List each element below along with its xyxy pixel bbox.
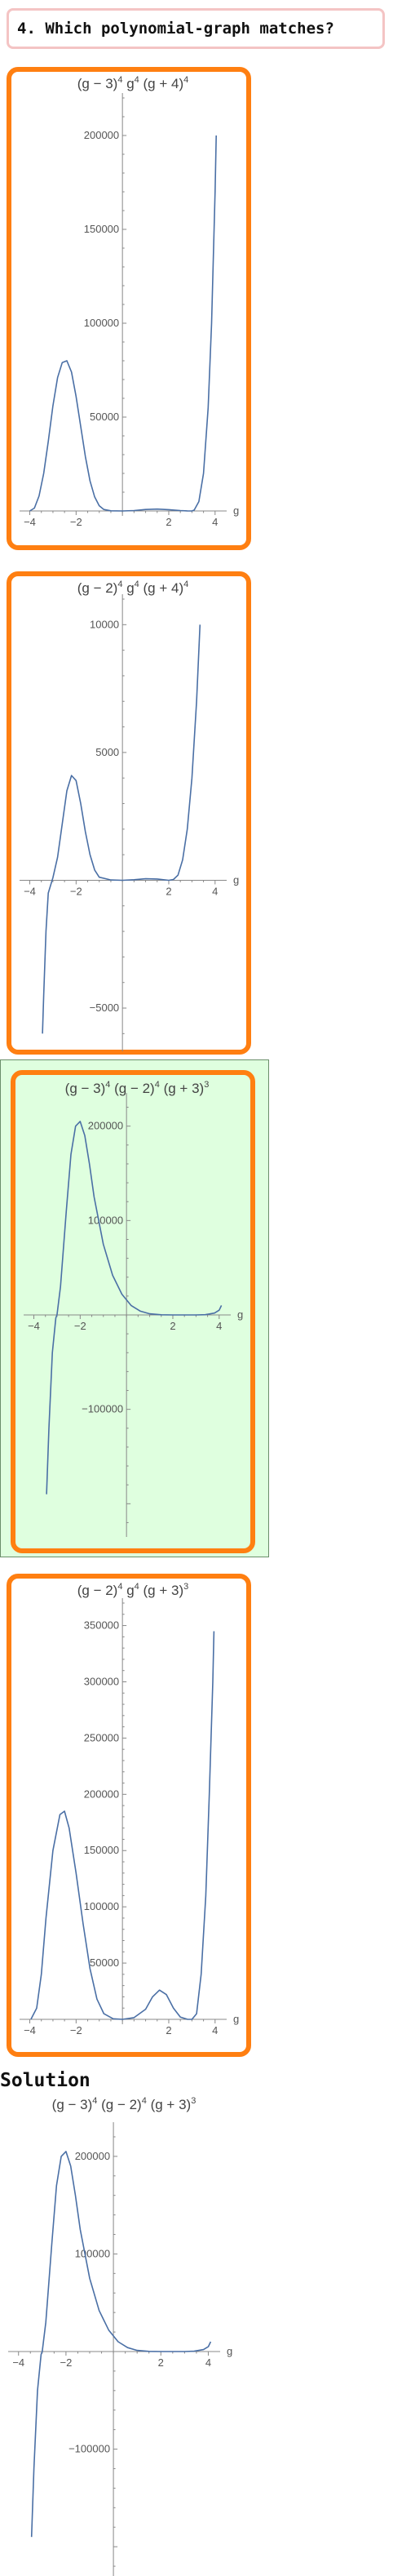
x-tick-label: 4 xyxy=(205,2356,211,2369)
y-tick-label: 100000 xyxy=(88,1214,123,1226)
y-tick-label: 150000 xyxy=(84,1844,119,1856)
y-tick-label: 200000 xyxy=(84,1788,119,1800)
y-tick-label: 200000 xyxy=(75,2150,110,2162)
x-tick-label: −4 xyxy=(28,1320,40,1332)
option-a[interactable]: (g − 3)4 g4 (g + 4)4 g −4 −2 2 4 50000 100000 15… xyxy=(0,59,269,557)
x-tick-label: 2 xyxy=(166,2024,171,2036)
y-tick-label: −5000 xyxy=(90,1002,120,1014)
x-tick-label: 4 xyxy=(212,2024,218,2036)
series-curve xyxy=(46,1121,223,1495)
x-tick-label: −2 xyxy=(70,2024,82,2036)
x-axis-label: g xyxy=(233,504,239,517)
x-tick-label: 2 xyxy=(170,1320,175,1332)
option-c-selected[interactable]: (g − 3)4 (g − 2)4 (g + 3)3 g −4 −2 2 4 −100000… xyxy=(0,1059,269,1557)
y-tick-label: 250000 xyxy=(84,1731,119,1743)
plot-title: (g − 3)4 g4 (g + 4)4 xyxy=(77,75,189,91)
option-b-plot: (g − 2)4 g4 (g + 4)4 g −4 −2 2 4 −5000 5000 1000… xyxy=(20,580,239,1051)
x-tick-label: −2 xyxy=(70,516,82,528)
x-tick-label: −4 xyxy=(24,885,36,897)
plot-title: (g − 3)4 (g − 2)4 (g + 3)3 xyxy=(52,2096,196,2112)
x-tick-label: 2 xyxy=(158,2356,164,2369)
x-axis-label: g xyxy=(233,873,239,886)
y-tick-label: 50000 xyxy=(90,1956,119,1969)
series-curve xyxy=(30,1631,215,2020)
x-tick-label: 4 xyxy=(212,516,218,528)
x-tick-label: −2 xyxy=(60,2356,72,2369)
x-tick-label: −4 xyxy=(24,516,36,528)
x-tick-label: −2 xyxy=(70,885,82,897)
plot-title: (g − 3)4 (g − 2)4 (g + 3)3 xyxy=(65,1080,210,1096)
option-d-plot: (g − 2)4 g4 (g + 3)3 g −4 −2 2 4 50000 100000 15… xyxy=(20,1582,239,2036)
option-card[interactable]: (g − 3)4 g4 (g + 4)4 g −4 −2 2 4 50000 100000 15… xyxy=(7,67,251,550)
y-tick-label: 350000 xyxy=(84,1619,119,1632)
y-tick-label: 50000 xyxy=(90,411,119,423)
y-tick-label: 200000 xyxy=(84,129,119,141)
x-tick-label: −2 xyxy=(74,1320,86,1332)
y-tick-label: 10000 xyxy=(90,618,119,630)
y-tick-label: 150000 xyxy=(84,223,119,235)
y-tick-label: −100000 xyxy=(82,1403,123,1415)
x-tick-label: 4 xyxy=(216,1320,222,1332)
option-card[interactable]: (g − 3)4 (g − 2)4 (g + 3)3 g −4 −2 2 4 −100000… xyxy=(11,1070,255,1553)
plot-title: (g − 2)4 g4 (g + 4)4 xyxy=(77,580,189,596)
y-tick-label: 5000 xyxy=(95,746,119,758)
x-axis-label: g xyxy=(233,2013,239,2025)
option-b[interactable]: (g − 2)4 g4 (g + 4)4 g −4 −2 2 4 −5000 5000 1000… xyxy=(0,563,269,1061)
y-tick-label: 100000 xyxy=(84,1900,119,1912)
y-tick-label: −100000 xyxy=(68,2443,110,2455)
solution-plot: (g − 3)4 (g − 2)4 (g + 3)3 g −4 −2 2 4 −100000… xyxy=(8,2096,232,2576)
x-tick-label: 4 xyxy=(212,885,218,897)
y-tick-label: 300000 xyxy=(84,1675,119,1687)
option-card[interactable]: (g − 2)4 g4 (g + 3)3 g −4 −2 2 4 50000 100000 15… xyxy=(7,1574,251,2057)
option-a-plot: (g − 3)4 g4 (g + 4)4 g −4 −2 2 4 50000 100000 15… xyxy=(20,75,239,528)
series-curve xyxy=(29,135,217,512)
x-tick-label: −4 xyxy=(24,2024,36,2036)
y-tick-label: 100000 xyxy=(84,317,119,329)
y-tick-label: 100000 xyxy=(75,2247,110,2259)
x-tick-label: 2 xyxy=(166,516,171,528)
option-card[interactable]: (g − 2)4 g4 (g + 4)4 g −4 −2 2 4 −5000 5000 1000… xyxy=(7,571,251,1055)
y-tick-label: 200000 xyxy=(88,1120,123,1132)
x-axis-label: g xyxy=(227,2345,232,2357)
solution-heading: Solution xyxy=(0,2070,91,2091)
x-tick-label: 2 xyxy=(166,885,171,897)
option-d[interactable]: (g − 2)4 g4 (g + 3)3 g −4 −2 2 4 50000 100000 15… xyxy=(0,1566,269,2063)
x-tick-label: −4 xyxy=(12,2356,24,2369)
series-curve xyxy=(30,2151,212,2538)
question-prompt: 4. Which polynomial-graph matches? xyxy=(7,8,385,49)
option-c-plot: (g − 3)4 (g − 2)4 (g + 3)3 g −4 −2 2 4 −100000… xyxy=(24,1080,243,1537)
plot-title: (g − 2)4 g4 (g + 3)3 xyxy=(77,1582,189,1598)
x-axis-label: g xyxy=(237,1308,243,1321)
series-curve xyxy=(42,624,201,1034)
